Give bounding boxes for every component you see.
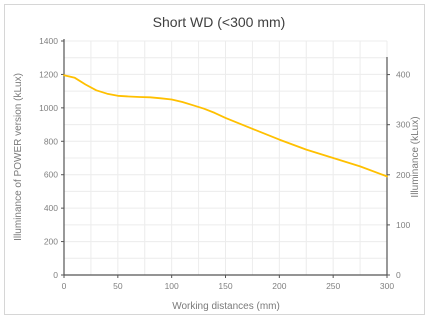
x-axis-label: Working distances (mm) [172,301,280,312]
y-axis-left-label: Illuminance of POWER version (kLux) [13,73,24,241]
chart-frame: 0 50 100 150 200 250 300 0 200 400 600 800 1000 1200 1… [4,4,425,315]
x-tick-label: 250 [326,281,340,291]
y-right-tick-label: 200 [396,170,410,180]
tick-labels: 0 50 100 150 200 250 3000200400600800100012001… [39,36,410,291]
y-left-tick-label: 600 [44,170,58,180]
y-left-tick-label: 1000 [39,103,58,113]
x-tick-label: 100 [165,281,179,291]
y-axis-right-label: Illuminance (kLux) [410,116,421,197]
x-tick-label: 0 [62,281,67,291]
grid [63,40,388,276]
y-right-tick-label: 300 [396,120,410,130]
axes [61,39,390,278]
line-chart: 0 50 100 150 200 250 3000200400600800100012001… [13,14,421,312]
x-tick-label: 150 [218,281,232,291]
y-left-tick-label: 400 [44,203,58,213]
x-tick-label: 300 [380,281,394,291]
y-right-tick-label: 400 [396,70,410,80]
x-tick-label: 50 [113,281,123,291]
series [63,74,388,178]
series-line [63,74,388,178]
y-right-tick-label: 100 [396,220,410,230]
y-left-tick-label: 1200 [39,69,58,79]
y-left-tick-label: 800 [44,136,58,146]
y-left-tick-label: 200 [44,237,58,247]
chart-title: Short WD (<300 mm) [153,14,286,30]
x-tick-label: 200 [272,281,286,291]
y-left-tick-label: 0 [53,270,58,280]
y-left-tick-label: 1400 [39,36,58,46]
y-right-tick-label: 0 [396,270,401,280]
